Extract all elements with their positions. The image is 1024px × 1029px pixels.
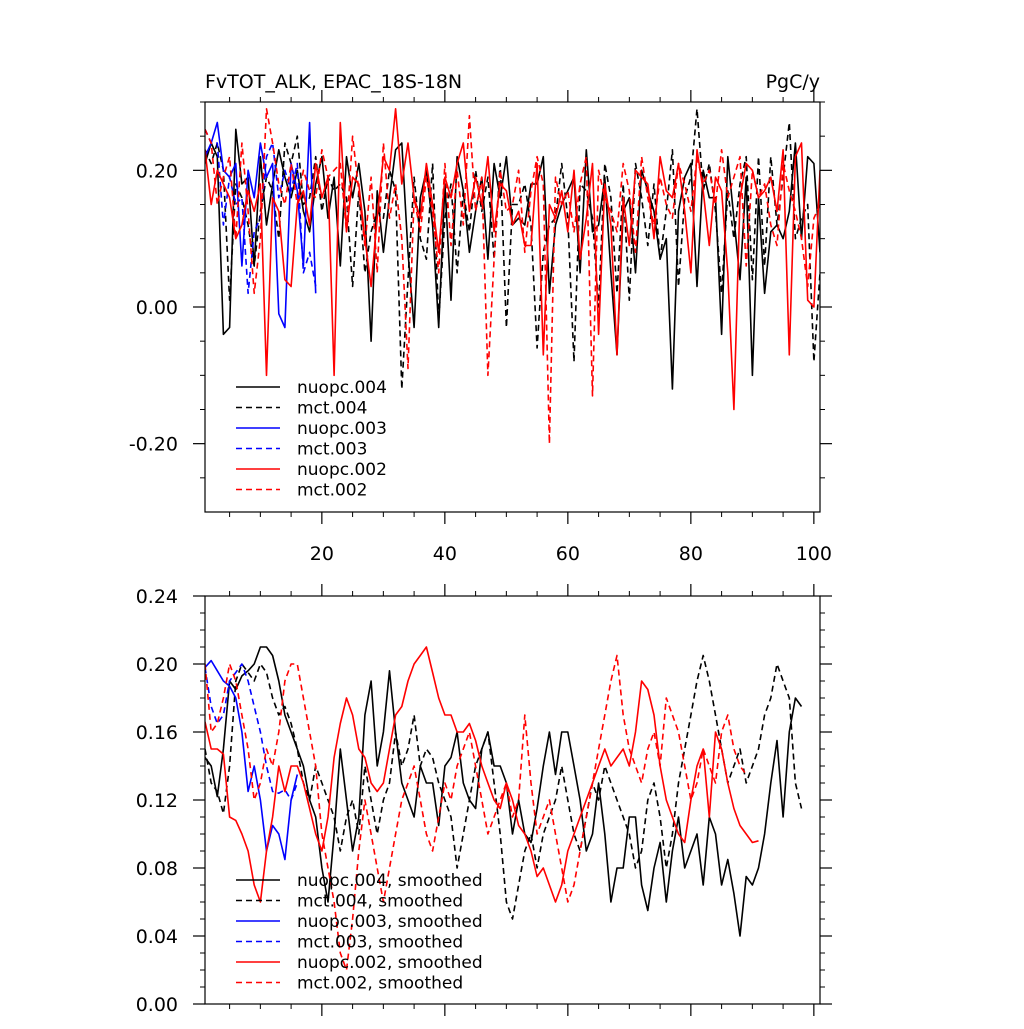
y-tick-label: 0.04: [136, 926, 178, 948]
bottom-panel: 0.00 0.04 0.08 0.12 0.16 0.20 0.24 nuopc.004, s…: [136, 584, 832, 1016]
y-tick-label: -0.20: [129, 434, 178, 456]
series-line-nuopc-002: [205, 108, 820, 411]
y-tick-label: 0.24: [136, 586, 178, 608]
legend-label: mct.004: [297, 399, 367, 419]
chart-units: PgC/y: [766, 71, 820, 93]
legend-label: nuopc.004: [297, 378, 387, 398]
legend: nuopc.004mct.004nuopc.003mct.003nuopc.00…: [236, 378, 387, 501]
legend-label: mct.002, smoothed: [297, 974, 463, 994]
legend-label: nuopc.004, smoothed: [297, 871, 483, 891]
series-line-nuopc-003: [205, 121, 317, 329]
y-tick-label: 0.20: [136, 654, 178, 676]
y-tick-label: 0.00: [136, 297, 178, 319]
x-tick-label: 40: [433, 543, 457, 565]
legend-label: mct.003: [297, 440, 367, 460]
series-line-nuopc-004-smoothed: [205, 646, 803, 937]
legend-label: nuopc.003, smoothed: [297, 912, 483, 932]
top-panel: 20 40 60 80 100 -0.20 0.00 0.20 FvTOT_ALK, EPAC_…: [129, 71, 832, 565]
legend-label: nuopc.003: [297, 419, 387, 439]
y-tick-label: 0.00: [136, 994, 178, 1016]
series-line-mct-002: [205, 108, 820, 445]
series-line-mct-002-smoothed: [205, 654, 747, 971]
legend-label: mct.004, smoothed: [297, 892, 463, 912]
legend-label: mct.002: [297, 481, 367, 501]
x-tick-label: 60: [556, 543, 580, 565]
y-tick-label: 0.12: [136, 790, 178, 812]
series-line-mct-003-smoothed: [205, 663, 299, 801]
y-tick-label: 0.20: [136, 160, 178, 182]
series-line-mct-004: [205, 108, 820, 390]
y-tick-label: 0.16: [136, 722, 178, 744]
legend-label: mct.003, smoothed: [297, 933, 463, 953]
x-tick-label: 80: [679, 543, 703, 565]
legend-label: nuopc.002, smoothed: [297, 953, 483, 973]
chart-title: FvTOT_ALK, EPAC_18S-18N: [205, 71, 462, 93]
legend-label: nuopc.002: [297, 460, 387, 480]
series-line-mct-003: [205, 128, 317, 295]
x-tick-label: 20: [310, 543, 334, 565]
series-group: [205, 108, 820, 445]
series-group: [205, 646, 803, 971]
x-tick-label: 100: [796, 543, 832, 565]
y-tick-label: 0.08: [136, 858, 178, 880]
series-line-nuopc-002-smoothed: [205, 646, 759, 903]
series-line-nuopc-003-smoothed: [205, 659, 299, 861]
